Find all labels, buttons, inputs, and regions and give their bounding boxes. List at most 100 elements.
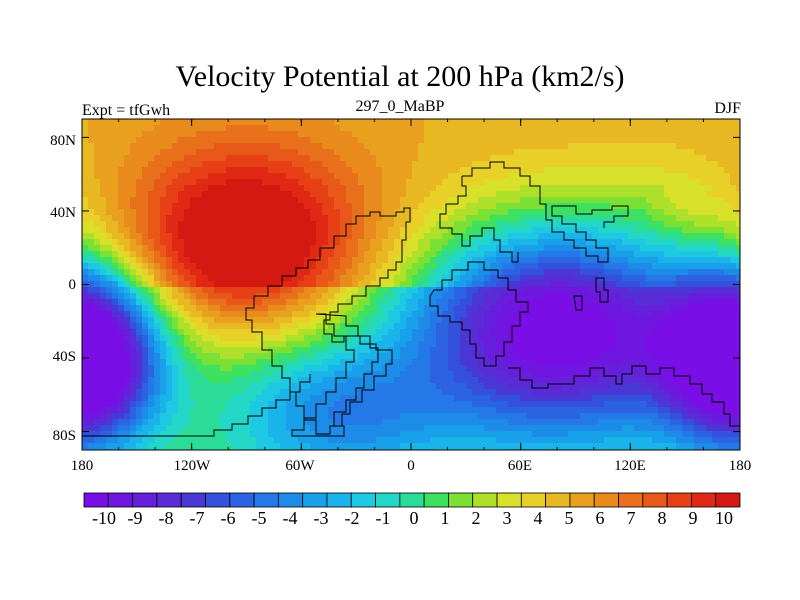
field-cell [508,245,515,252]
field-cell [646,323,653,330]
field-cell [706,359,713,366]
field-cell [268,293,275,300]
field-cell [508,209,515,216]
field-cell [688,131,695,138]
field-cell [292,251,299,258]
field-cell [568,383,575,390]
field-cell [664,179,671,186]
field-cell [670,257,677,264]
field-cell [322,299,329,306]
field-cell [502,125,509,132]
field-cell [268,179,275,186]
field-cell [130,149,137,156]
field-cell [586,197,593,204]
field-cell [106,227,113,234]
field-cell [346,371,353,378]
field-cell [628,161,635,168]
field-cell [592,167,599,174]
field-cell [514,191,521,198]
field-cell [274,215,281,222]
field-cell [700,167,707,174]
field-cell [274,353,281,360]
field-cell [232,377,239,384]
field-cell [562,275,569,282]
field-cell [274,293,281,300]
field-cell [658,239,665,246]
field-cell [316,191,323,198]
field-cell [700,317,707,324]
field-cell [340,143,347,150]
field-cell [382,215,389,222]
field-cell [196,131,203,138]
field-cell [454,353,461,360]
field-cell [592,323,599,330]
field-cell [130,143,137,150]
field-cell [340,299,347,306]
field-cell [364,233,371,240]
field-cell [124,323,131,330]
field-cell [400,167,407,174]
field-cell [160,293,167,300]
field-cell [652,311,659,318]
field-cell [352,239,359,246]
field-cell [484,167,491,174]
field-cell [544,179,551,186]
field-cell [82,167,89,174]
field-cell [448,245,455,252]
field-cell [388,149,395,156]
field-cell [190,305,197,312]
field-cell [148,209,155,216]
field-cell [82,359,89,366]
field-cell [82,119,89,126]
field-cell [718,293,725,300]
field-cell [544,365,551,372]
field-cell [334,335,341,342]
field-cell [388,119,395,126]
field-cell [586,263,593,270]
field-cell [736,329,740,336]
field-cell [376,179,383,186]
field-cell [448,155,455,162]
field-cell [256,125,263,132]
field-cell [412,197,419,204]
field-cell [100,317,107,324]
field-cell [676,227,683,234]
field-cell [142,365,149,372]
field-cell [442,293,449,300]
field-cell [604,341,611,348]
field-cell [496,299,503,306]
field-cell [418,167,425,174]
field-cell [604,227,611,234]
field-cell [238,137,245,144]
field-cell [508,359,515,366]
field-cell [208,209,215,216]
field-cell [382,281,389,288]
field-cell [268,365,275,372]
field-cell [580,335,587,342]
field-cell [640,317,647,324]
field-cell [484,377,491,384]
field-cell [430,185,437,192]
field-cell [688,383,695,390]
field-cell [292,155,299,162]
field-cell [472,155,479,162]
field-cell [118,365,125,372]
field-cell [718,161,725,168]
field-cell [274,251,281,258]
field-cell [634,173,641,180]
field-cell [190,347,197,354]
field-cell [262,287,269,294]
field-cell [640,149,647,156]
field-cell [700,155,707,162]
field-cell [148,245,155,252]
field-cell [142,143,149,150]
field-cell [358,209,365,216]
field-cell [598,125,605,132]
field-cell [160,245,167,252]
field-cell [532,137,539,144]
field-cell [220,335,227,342]
field-cell [436,185,443,192]
field-cell [634,149,641,156]
field-cell [196,263,203,270]
field-cell [124,215,131,222]
